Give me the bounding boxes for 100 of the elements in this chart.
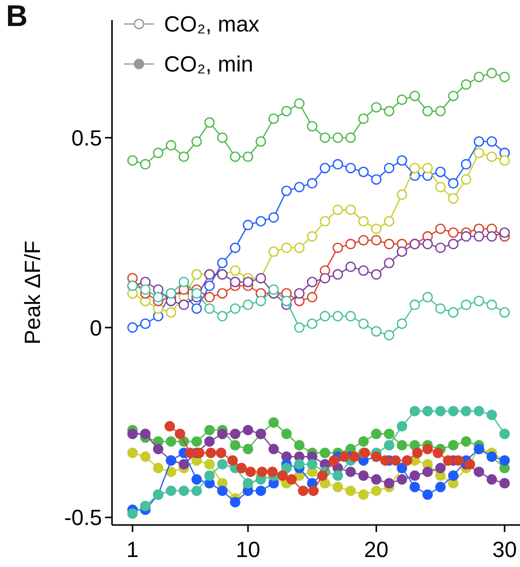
point	[332, 470, 344, 481]
point	[286, 474, 297, 485]
point	[358, 318, 369, 330]
point	[191, 436, 202, 447]
point	[422, 238, 433, 250]
point	[384, 330, 394, 340]
point	[306, 231, 318, 242]
point	[178, 151, 190, 162]
point	[345, 466, 356, 478]
point	[217, 132, 228, 143]
point	[384, 216, 394, 226]
point	[380, 455, 391, 466]
point	[432, 448, 444, 458]
point	[422, 489, 433, 500]
point	[486, 410, 498, 420]
point	[281, 428, 292, 440]
point	[358, 265, 369, 276]
point	[217, 310, 228, 322]
point	[371, 234, 382, 246]
point	[460, 436, 472, 447]
point	[435, 242, 446, 254]
point	[358, 216, 369, 226]
point	[384, 106, 394, 116]
point	[217, 258, 228, 268]
point	[486, 68, 498, 78]
point	[474, 231, 484, 242]
point	[345, 262, 356, 272]
point	[230, 276, 240, 288]
point	[306, 121, 318, 132]
point	[371, 102, 382, 113]
point	[358, 489, 369, 500]
point	[474, 296, 484, 306]
y-tick-label: -0.5	[64, 505, 102, 530]
point	[204, 117, 215, 128]
point	[460, 231, 472, 242]
point	[486, 231, 498, 242]
point	[349, 451, 360, 462]
point	[345, 132, 356, 143]
point	[152, 444, 164, 454]
point	[384, 162, 394, 174]
point	[371, 269, 382, 280]
point	[460, 159, 472, 170]
point	[422, 162, 433, 174]
point	[227, 455, 238, 466]
point	[422, 444, 433, 454]
point	[267, 466, 278, 478]
point	[242, 151, 254, 162]
point	[317, 470, 328, 481]
point	[204, 436, 215, 447]
point	[345, 486, 356, 496]
point	[204, 459, 215, 470]
point	[204, 470, 215, 481]
point	[332, 269, 344, 280]
point	[435, 182, 446, 192]
point	[410, 470, 420, 481]
point	[422, 292, 433, 302]
point	[298, 486, 308, 496]
point	[358, 166, 369, 178]
point	[460, 300, 472, 310]
point	[256, 486, 266, 496]
point	[338, 451, 350, 462]
point	[384, 258, 394, 268]
point	[191, 303, 202, 314]
point	[320, 272, 330, 284]
point	[166, 140, 176, 151]
point	[127, 428, 138, 440]
point	[332, 132, 344, 143]
point	[178, 459, 190, 470]
point	[242, 444, 254, 454]
point	[242, 220, 254, 230]
point	[140, 284, 151, 295]
point	[448, 178, 459, 189]
point	[332, 310, 344, 322]
point	[384, 428, 394, 440]
point	[245, 466, 256, 478]
point	[268, 113, 279, 124]
point	[486, 300, 498, 310]
point	[371, 326, 382, 337]
point	[127, 508, 138, 519]
point	[320, 162, 330, 174]
point	[127, 155, 138, 166]
point	[152, 292, 164, 302]
point	[402, 455, 412, 466]
point	[345, 162, 356, 174]
x-tick-label: 1	[126, 537, 139, 562]
point	[384, 238, 394, 250]
point	[230, 303, 240, 314]
point	[358, 234, 369, 246]
point	[166, 436, 176, 447]
point	[294, 242, 305, 254]
point	[281, 462, 292, 474]
point	[306, 292, 318, 302]
point	[384, 478, 394, 488]
point	[474, 72, 484, 82]
text: B	[6, 0, 28, 33]
point	[178, 486, 190, 496]
point	[410, 482, 420, 492]
point	[435, 303, 446, 314]
point	[396, 318, 408, 330]
point	[204, 303, 215, 314]
